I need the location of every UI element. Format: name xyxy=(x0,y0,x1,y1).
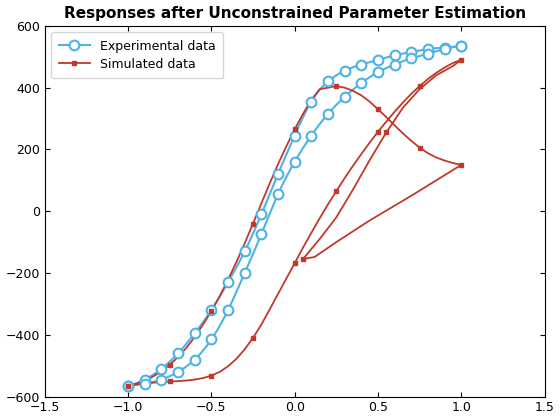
Title: Responses after Unconstrained Parameter Estimation: Responses after Unconstrained Parameter … xyxy=(64,5,526,21)
Legend: Experimental data, Simulated data: Experimental data, Simulated data xyxy=(51,32,223,78)
